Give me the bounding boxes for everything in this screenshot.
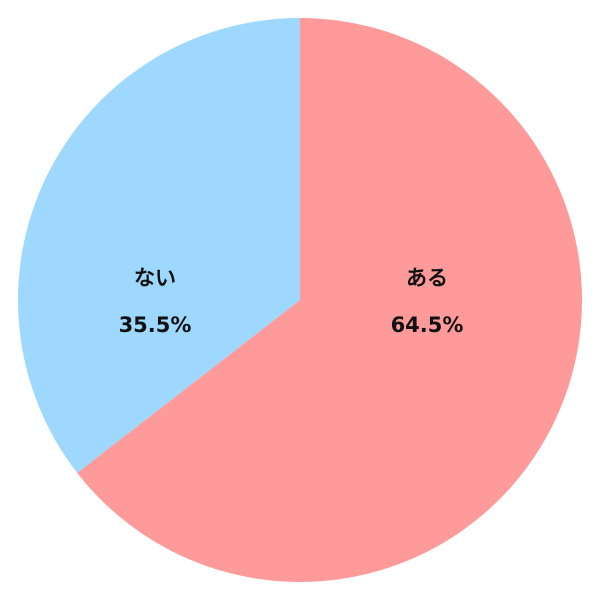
slice-label: ある bbox=[406, 266, 448, 290]
pie-slice-1 bbox=[18, 18, 301, 473]
pie-slice-0 bbox=[77, 18, 583, 583]
slice-value-label: 64.5% bbox=[391, 313, 464, 337]
slice-label: ない bbox=[134, 266, 176, 290]
slice-value-label: 35.5% bbox=[119, 313, 192, 337]
